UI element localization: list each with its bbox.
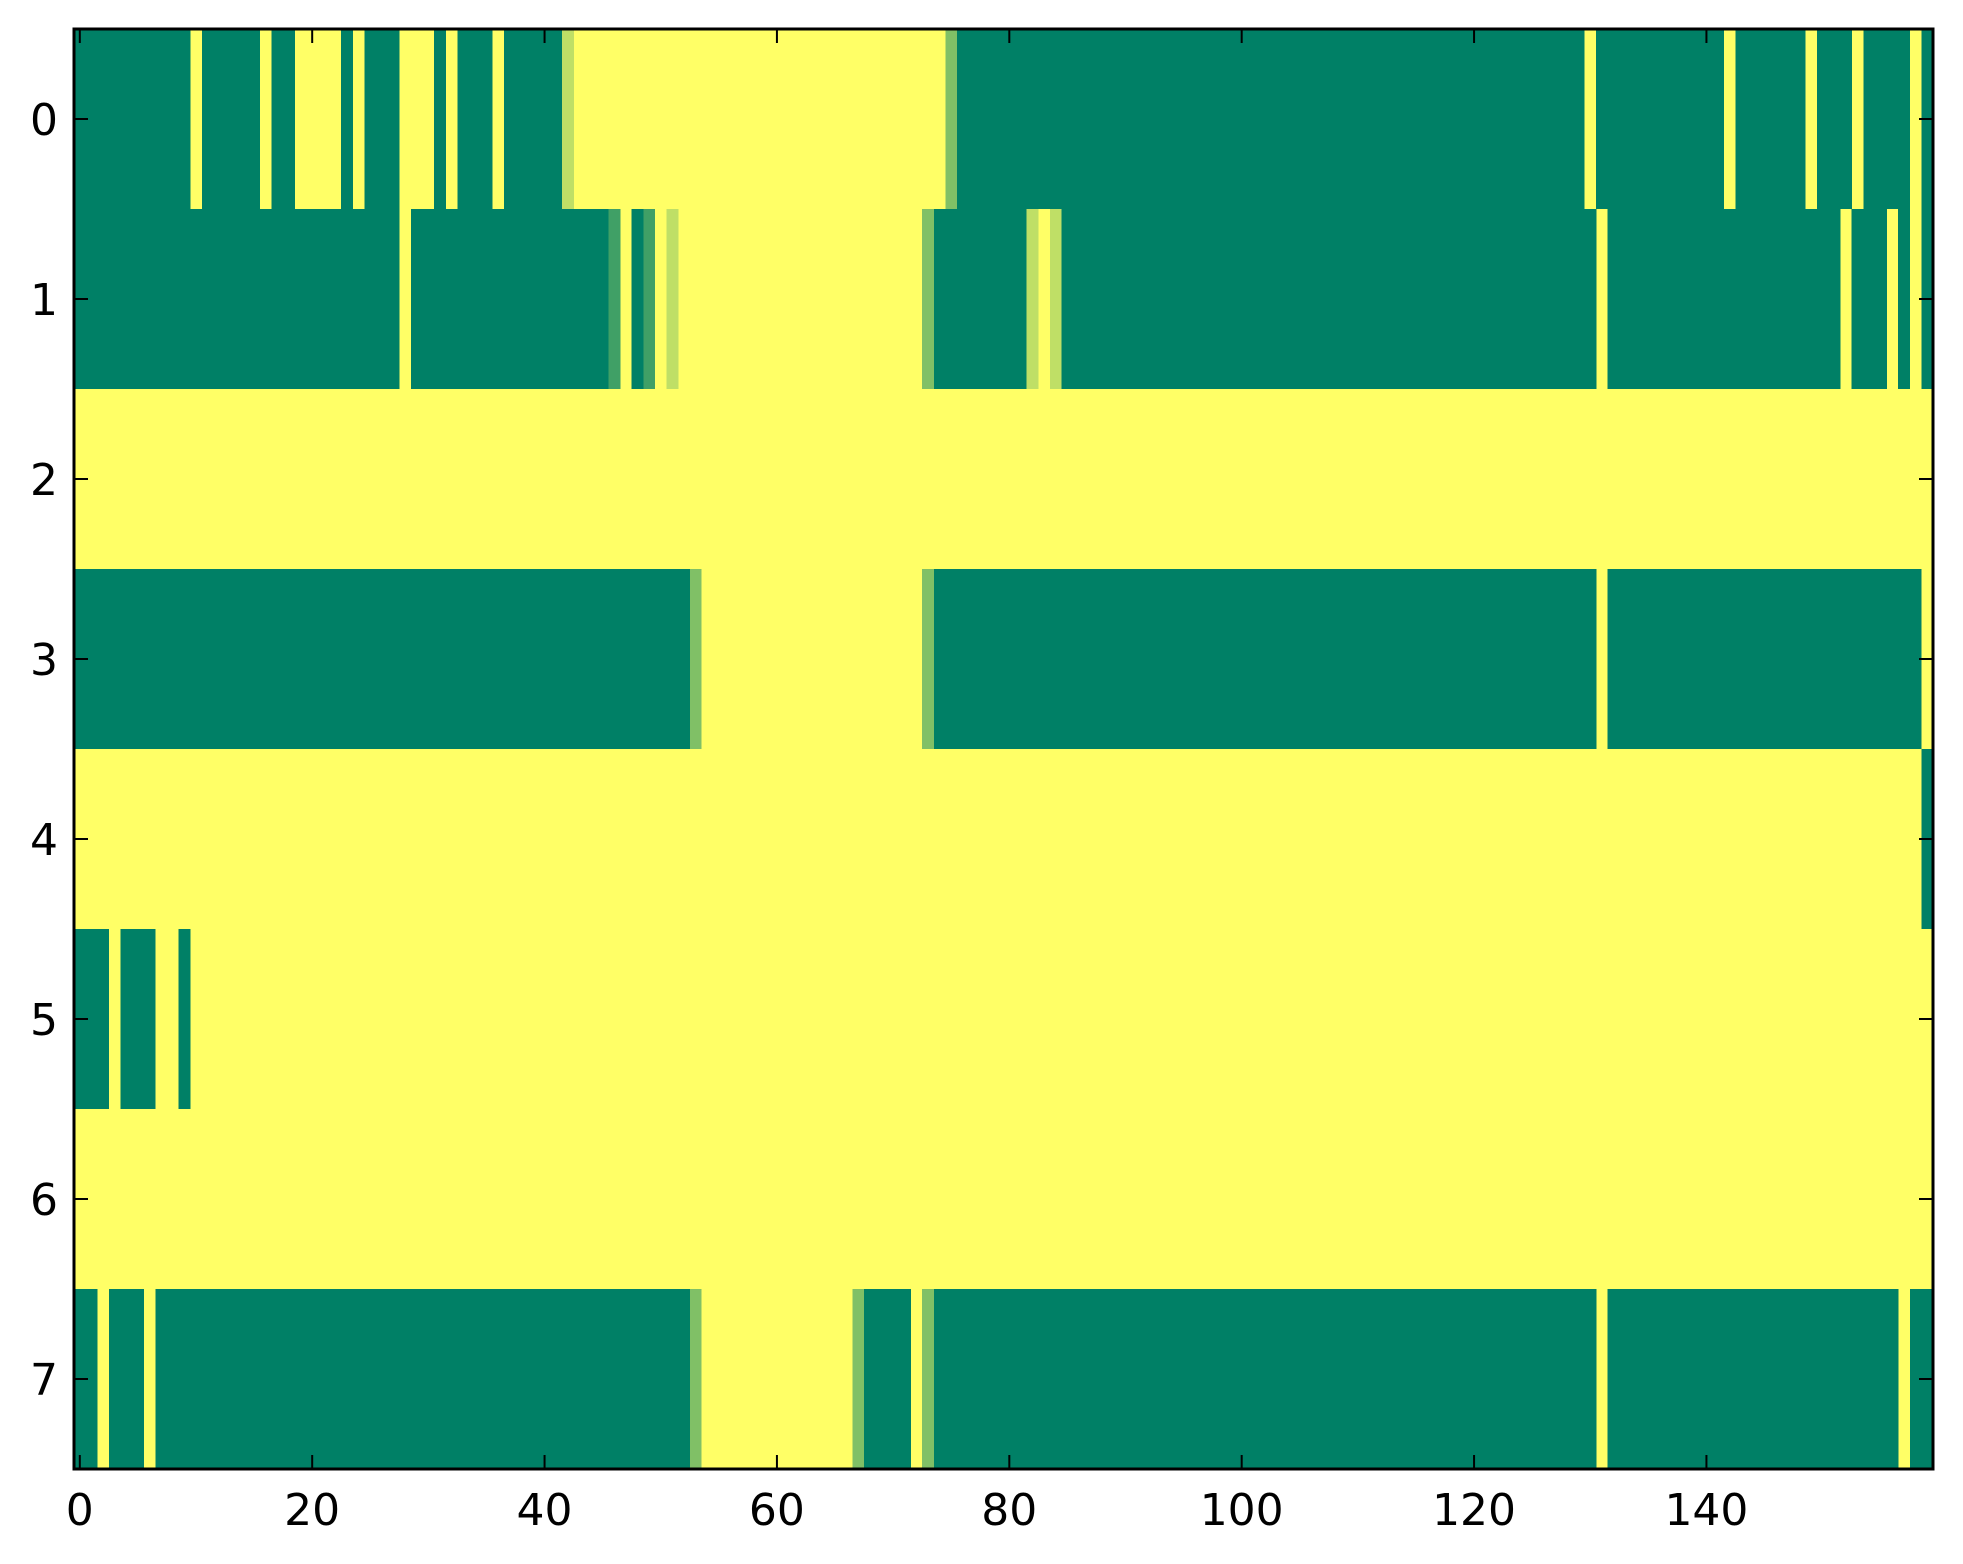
y-tick-label: 5 [30, 995, 58, 1046]
heatmap-cell-run [631, 209, 644, 389]
heatmap-cell-run [155, 29, 191, 209]
y-tick-label: 0 [30, 95, 58, 146]
heatmap-cell-run [1863, 29, 1911, 209]
y-tick-label: 1 [30, 275, 58, 326]
heatmap-cell-run [1607, 1289, 1899, 1469]
heatmap-cell-run [1735, 29, 1806, 209]
axis-tick-labels: 0 20 40 60 80 100 120 140 0 1 2 3 4 5 6 7 [30, 95, 1748, 1536]
heatmap-cell-run [201, 29, 261, 209]
heatmap-cell-run [74, 209, 400, 389]
x-tick-label: 100 [1200, 1485, 1284, 1536]
heatmap-cell-run [97, 29, 156, 209]
heatmap-cell-run [933, 569, 1597, 749]
heatmap-cell-run [1049, 209, 1062, 389]
heatmap-cell-run [155, 1289, 691, 1469]
heatmap-cell-run [1061, 209, 1597, 389]
heatmap-cell-run [271, 29, 296, 209]
heatmap-cell-run [364, 29, 400, 209]
x-tick-label: 40 [517, 1485, 573, 1536]
heatmap-cell-run [689, 1289, 702, 1469]
x-tick-label: 120 [1432, 1485, 1516, 1536]
heatmap-cell-run [1607, 209, 1841, 389]
x-tick-label: 60 [749, 1485, 805, 1536]
heatmap-cell-run [1898, 209, 1911, 389]
heatmap-cell-run [503, 29, 563, 209]
heatmap-row-4 [74, 749, 1933, 929]
heatmap-cell-run [689, 569, 702, 749]
heatmap-cell-run [945, 29, 958, 209]
y-tick-label: 2 [30, 455, 58, 506]
heatmap-cell-run [1851, 209, 1887, 389]
heatmap-cell-run [457, 29, 493, 209]
heatmap-cell-run [178, 929, 191, 1109]
y-tick-label: 6 [30, 1175, 58, 1226]
heatmap-cell-run [852, 1289, 865, 1469]
heatmap-cell-run [957, 29, 1585, 209]
x-tick-label: 0 [66, 1485, 94, 1536]
heatmap-cell-run [922, 209, 935, 389]
heatmap-cell-run [74, 569, 691, 749]
heatmap-cell-run [410, 209, 609, 389]
heatmap-cell-run [666, 209, 679, 389]
heatmap-row-6 [74, 1109, 1933, 1289]
heatmap-cell-run [864, 1289, 911, 1469]
heatmap-cell-run [1607, 569, 1922, 749]
heatmap-row-5 [74, 929, 1933, 1109]
heatmap-cell-run [341, 29, 354, 209]
heatmap-cell-run [643, 209, 656, 389]
heatmap-cells [74, 29, 1934, 1469]
heatmap-cell-run [1596, 29, 1725, 209]
heatmap-cell-run [1816, 29, 1852, 209]
heatmap-cell-run [108, 1289, 145, 1469]
plot-frame [72, 27, 1935, 1471]
x-tick-label: 140 [1664, 1485, 1748, 1536]
y-tick-label: 7 [30, 1355, 58, 1406]
heatmap-cell-run [1026, 209, 1039, 389]
heatmap-cell-run [922, 569, 935, 749]
y-tick-label: 4 [30, 815, 58, 866]
heatmap-cell-run [561, 29, 574, 209]
heatmap-cell-run [933, 1289, 1597, 1469]
axis-ticks [74, 29, 1933, 1469]
x-tick-label: 80 [981, 1485, 1037, 1536]
heatmap-cell-run [922, 1289, 935, 1469]
heatmap-cell-run [933, 209, 1028, 389]
heatmap-cell-run [120, 929, 156, 1109]
y-tick-label: 3 [30, 635, 58, 686]
x-tick-label: 20 [284, 1485, 340, 1536]
heatmap-cell-run [434, 29, 447, 209]
heatmap-cell-run [608, 209, 621, 389]
heatmap-row-2 [74, 389, 1933, 569]
